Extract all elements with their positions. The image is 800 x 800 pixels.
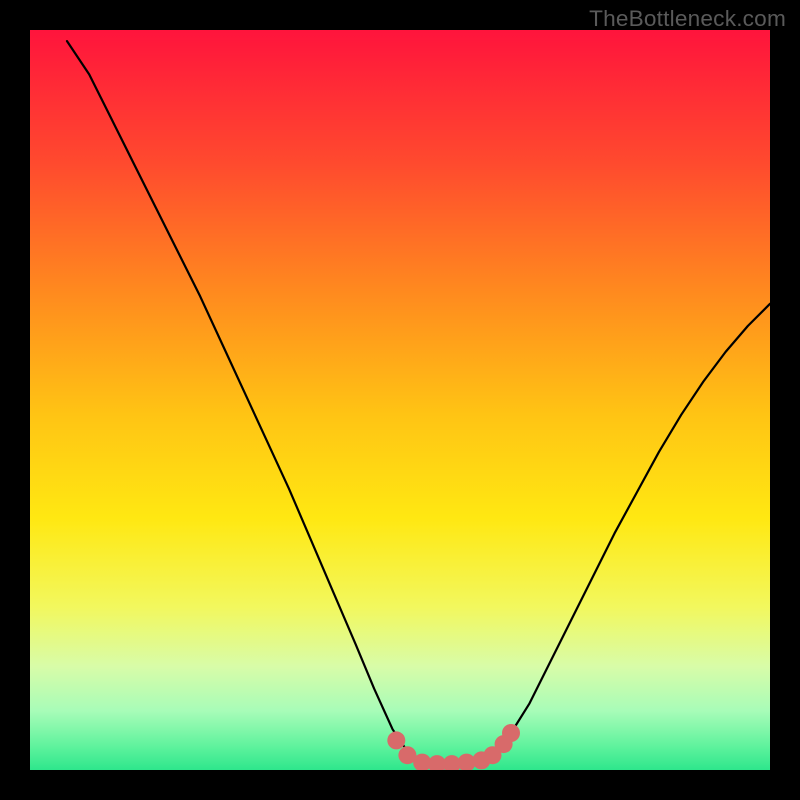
plot-background — [30, 30, 770, 770]
bottleneck-chart: TheBottleneck.com — [0, 0, 800, 800]
chart-svg — [0, 0, 800, 800]
curve-marker — [387, 731, 405, 749]
curve-marker — [502, 724, 520, 742]
